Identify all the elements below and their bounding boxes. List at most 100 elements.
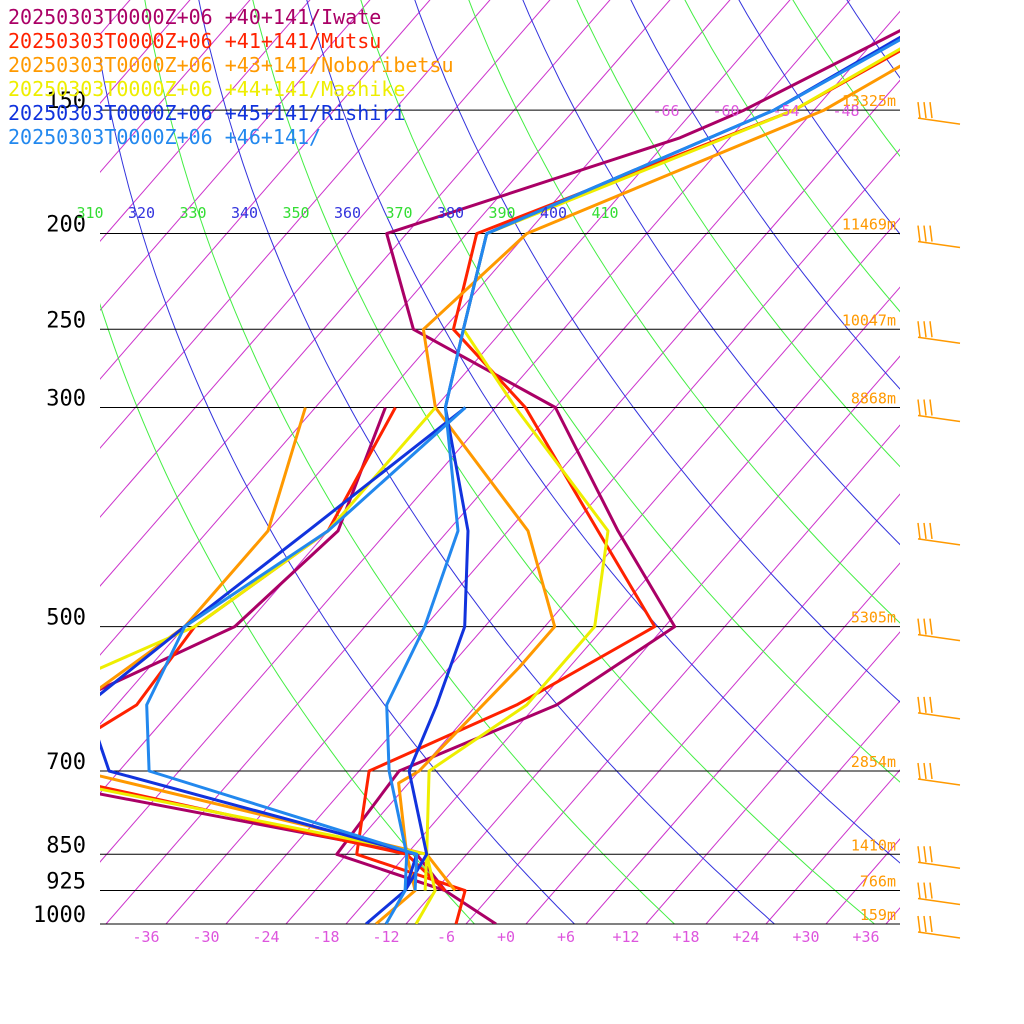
legend-entry-2: 20250303T0000Z+06 +43+141/Noboribetsu	[8, 53, 454, 77]
temp-tick-label: +12	[612, 928, 639, 946]
temp-tick-label: +6	[557, 928, 575, 946]
temp-tick-label: +24	[732, 928, 759, 946]
wind-barb	[917, 522, 961, 546]
isotherm-line	[825, 838, 900, 924]
sounding-series	[100, 28, 900, 924]
adiabat-line	[360, 0, 900, 783]
legend-entry-3: 20250303T0000Z+06 +44+141/Mashike	[8, 77, 405, 101]
series-0-temperature	[335, 28, 900, 924]
top-isotherm-label: -48	[832, 102, 859, 120]
grid-lines	[100, 0, 1024, 924]
height-label-700: 2854m	[851, 753, 896, 771]
temp-tick-label: +30	[792, 928, 819, 946]
isotherm-line	[100, 0, 611, 587]
wind-barb	[917, 882, 961, 906]
height-label-500: 5305m	[851, 609, 896, 627]
isotherm-line	[165, 79, 900, 924]
isotherm-line	[525, 493, 900, 924]
adiabat-line	[522, 0, 900, 546]
isotherm-line	[885, 907, 900, 924]
wind-barbs	[917, 102, 961, 939]
axis-labels: 10015919m15013325m20011469m25010047m3008…	[33, 89, 896, 946]
height-label-250: 10047m	[842, 311, 896, 329]
theta-label: 390	[488, 204, 515, 222]
isotherm-line	[225, 148, 900, 924]
pressure-label-850: 850	[46, 833, 86, 858]
temp-tick-label: -6	[437, 928, 455, 946]
series-2-temperature	[375, 64, 900, 924]
theta-label: 350	[282, 204, 309, 222]
wind-barb	[917, 102, 961, 125]
theta-label: 360	[334, 204, 361, 222]
pressure-label-300: 300	[46, 386, 86, 411]
series-3-temperature	[414, 47, 900, 924]
adiabat-line	[792, 0, 900, 158]
isotherm-line	[345, 286, 900, 924]
pressure-label-500: 500	[46, 606, 86, 631]
temp-tick-label: -18	[312, 928, 339, 946]
wind-barb	[917, 399, 961, 423]
temp-tick-label: -12	[372, 928, 399, 946]
height-label-150: 13325m	[842, 92, 896, 110]
height-label-300: 8868m	[851, 389, 896, 407]
adiabat-line	[468, 0, 900, 624]
adiabat-line	[414, 0, 900, 703]
isotherm-line	[100, 0, 851, 863]
top-isotherm-label: -54	[772, 102, 799, 120]
height-label-200: 11469m	[842, 216, 896, 234]
theta-label: 340	[231, 204, 258, 222]
adiabat-line	[252, 0, 875, 924]
theta-label: 310	[76, 204, 103, 222]
top-isotherm-label: -66	[652, 102, 679, 120]
pressure-label-1000: 1000	[33, 903, 86, 928]
temp-tick-label: +36	[852, 928, 879, 946]
wind-barb	[917, 618, 961, 642]
adiabat-line	[738, 0, 900, 235]
adiabat-line	[576, 0, 900, 468]
isotherm-line	[405, 355, 900, 924]
isotherm-line	[100, 0, 671, 656]
adiabat-line	[144, 0, 675, 924]
theta-label: 320	[128, 204, 155, 222]
height-label-1000: 159m	[860, 906, 896, 924]
adiabat-line	[684, 0, 900, 313]
height-label-850: 1410m	[851, 836, 896, 854]
wind-barb	[917, 915, 961, 939]
temp-tick-label: -24	[252, 928, 279, 946]
wind-barb	[917, 321, 961, 345]
theta-label: 370	[385, 204, 412, 222]
legend-entry-1: 20250303T0000Z+06 +41+141/Mutsu	[8, 29, 381, 53]
isotherm-line	[1006, 0, 1024, 924]
legend-entry-4: 20250303T0000Z+06 +45+141/Rishiri	[8, 101, 405, 125]
adiabat-line	[306, 0, 900, 864]
isotherm-line	[105, 10, 900, 924]
wind-barb	[917, 225, 961, 249]
theta-label: 410	[591, 204, 618, 222]
adiabat-line	[846, 0, 900, 79]
wind-barb	[917, 762, 961, 786]
legend: 20250303T0000Z+06 +40+141/Iwate20250303T…	[8, 5, 454, 149]
wind-barb	[917, 846, 961, 870]
adiabat-line	[630, 0, 900, 390]
pressure-label-250: 250	[46, 308, 86, 333]
series-5-dewpoint	[145, 406, 467, 891]
isotherm-line	[285, 217, 900, 924]
isobar-lines	[100, 109, 900, 925]
legend-entry-5: 20250303T0000Z+06 +46+141/	[8, 125, 321, 149]
temp-tick-label: +18	[672, 928, 699, 946]
legend-entry-0: 20250303T0000Z+06 +40+141/Iwate	[8, 5, 381, 29]
pressure-label-925: 925	[46, 870, 86, 895]
temp-tick-label: -30	[192, 928, 219, 946]
temp-tick-label: -36	[132, 928, 159, 946]
height-label-925: 766m	[860, 873, 896, 891]
pressure-label-150: 150	[46, 89, 86, 114]
theta-label: 330	[179, 204, 206, 222]
isotherm-line	[465, 424, 900, 924]
theta-label: 380	[437, 204, 464, 222]
wind-barb	[917, 696, 961, 720]
isotherm-line	[100, 0, 791, 794]
series-5-temperature	[384, 38, 900, 924]
theta-label: 400	[540, 204, 567, 222]
pressure-label-700: 700	[46, 750, 86, 775]
